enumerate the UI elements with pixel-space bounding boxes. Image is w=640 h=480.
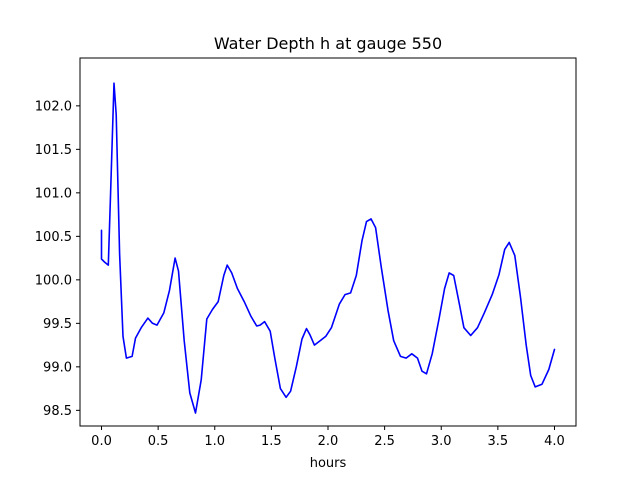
x-tick-label: 1.0 bbox=[204, 434, 225, 449]
x-axis: 0.0 0.5 1.0 1.5 2.0 2.5 3.0 3.5 4.0 bbox=[91, 426, 565, 449]
y-tick-label: 101.5 bbox=[35, 143, 72, 158]
x-tick-label: 2.5 bbox=[374, 434, 395, 449]
y-tick-label: 102.0 bbox=[35, 99, 72, 114]
y-tick-label: 98.5 bbox=[43, 404, 72, 419]
series-layer bbox=[100, 82, 556, 414]
x-tick-label: 2.0 bbox=[318, 434, 339, 449]
chart-title: Water Depth h at gauge 550 bbox=[214, 34, 442, 53]
y-tick-label: 100.5 bbox=[35, 230, 72, 245]
x-tick-label: 0.5 bbox=[148, 434, 169, 449]
y-tick-label: 100.0 bbox=[35, 273, 72, 288]
y-tick-label: 99.0 bbox=[43, 360, 72, 375]
y-tick-label: 99.5 bbox=[43, 317, 72, 332]
y-axis: 98.5 99.0 99.5 100.0 100.5 101.0 101.5 102.0 bbox=[35, 99, 80, 419]
x-tick-label: 4.0 bbox=[544, 434, 565, 449]
x-tick-label: 3.0 bbox=[431, 434, 452, 449]
series-line bbox=[100, 82, 556, 414]
x-axis-label: hours bbox=[310, 456, 347, 471]
y-tick-label: 101.0 bbox=[35, 186, 72, 201]
x-tick-label: 3.5 bbox=[488, 434, 509, 449]
x-tick-label: 0.0 bbox=[91, 434, 112, 449]
x-tick-label: 1.5 bbox=[261, 434, 282, 449]
